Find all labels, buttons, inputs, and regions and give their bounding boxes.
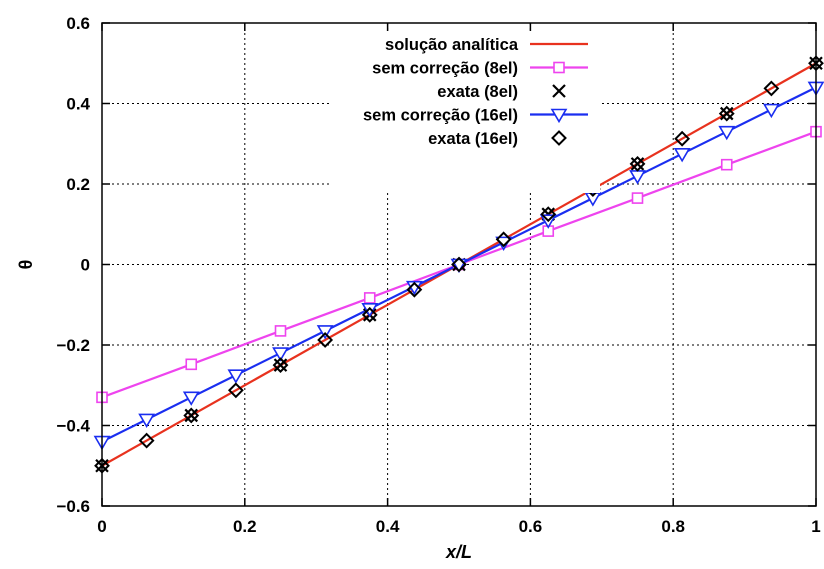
x-tick-label: 1 (811, 517, 820, 536)
y-axis-title: θ (16, 260, 36, 270)
plot-series (93, 55, 824, 474)
data-point (138, 413, 156, 429)
y-tick-label: 0.2 (66, 175, 90, 194)
data-point (182, 391, 200, 406)
data-point (718, 125, 736, 141)
data-point (763, 80, 780, 97)
legend-label: solução analítica (385, 36, 519, 54)
data-point (762, 103, 780, 119)
data-point (272, 357, 289, 374)
data-point (673, 148, 691, 163)
x-axis-title: x/L (445, 542, 472, 562)
legend-entry: exata (16el) (428, 130, 567, 148)
legend-marker-sample (553, 61, 565, 74)
data-point (674, 130, 691, 147)
x-tick-label: 0.4 (376, 517, 400, 536)
data-point (631, 192, 644, 204)
legend-label: sem correção (16el) (363, 107, 518, 125)
data-point (495, 231, 512, 248)
ticks: 0 0.2 0.4 0.6 0.8 1 −0.6 −0.4 −0.2 0 0.2 0.4 0.6 (56, 14, 820, 536)
legend-entry: solução analítica (385, 36, 588, 54)
data-point (629, 155, 646, 172)
data-point (719, 106, 734, 121)
legend-entry: sem correção (16el) (363, 107, 588, 125)
data-point (316, 325, 334, 340)
data-point (406, 281, 423, 298)
data-point (317, 332, 334, 348)
x-tick-label: 0.6 (519, 517, 543, 536)
x-tick-label: 0 (97, 517, 106, 536)
y-tick-label: 0.4 (66, 95, 90, 114)
y-tick-label: −0.4 (56, 417, 90, 436)
data-point (227, 369, 245, 384)
data-point (361, 302, 379, 318)
legend-marker-sample (552, 84, 566, 98)
data-point (183, 407, 200, 424)
series-points-sem-correcao-16el (93, 81, 824, 451)
legend: solução analítica sem correção (8el) exata… (330, 31, 600, 193)
data-point (720, 158, 733, 171)
data-point (718, 105, 735, 122)
data-point (630, 157, 645, 171)
data-point (451, 256, 467, 273)
data-point (540, 206, 557, 223)
data-point (227, 382, 244, 399)
data-point (361, 306, 378, 323)
legend-label: sem correção (8el) (372, 60, 518, 78)
data-point (584, 192, 602, 207)
y-tick-label: 0.6 (66, 14, 90, 33)
data-point (629, 170, 646, 185)
series-points-exata-16el (94, 55, 824, 474)
y-tick-label: −0.2 (56, 336, 90, 355)
data-point (185, 358, 198, 371)
data-point (273, 358, 288, 372)
legend-marker-sample (550, 108, 568, 124)
data-point (138, 432, 155, 449)
legend-marker-sample (551, 130, 567, 146)
x-tick-label: 0.2 (233, 517, 257, 536)
y-tick-label: −0.6 (56, 497, 90, 516)
data-point (184, 408, 199, 423)
data-point (274, 325, 287, 337)
legend-entry: sem correção (8el) (372, 60, 588, 78)
data-point (272, 347, 289, 362)
legend-label: exata (16el) (428, 130, 518, 148)
x-tick-label: 0.8 (661, 517, 685, 536)
data-point (363, 292, 376, 304)
legend-entry: exata (8el) (437, 83, 566, 101)
legend-label: exata (8el) (437, 83, 518, 101)
y-tick-label: 0 (81, 256, 90, 275)
